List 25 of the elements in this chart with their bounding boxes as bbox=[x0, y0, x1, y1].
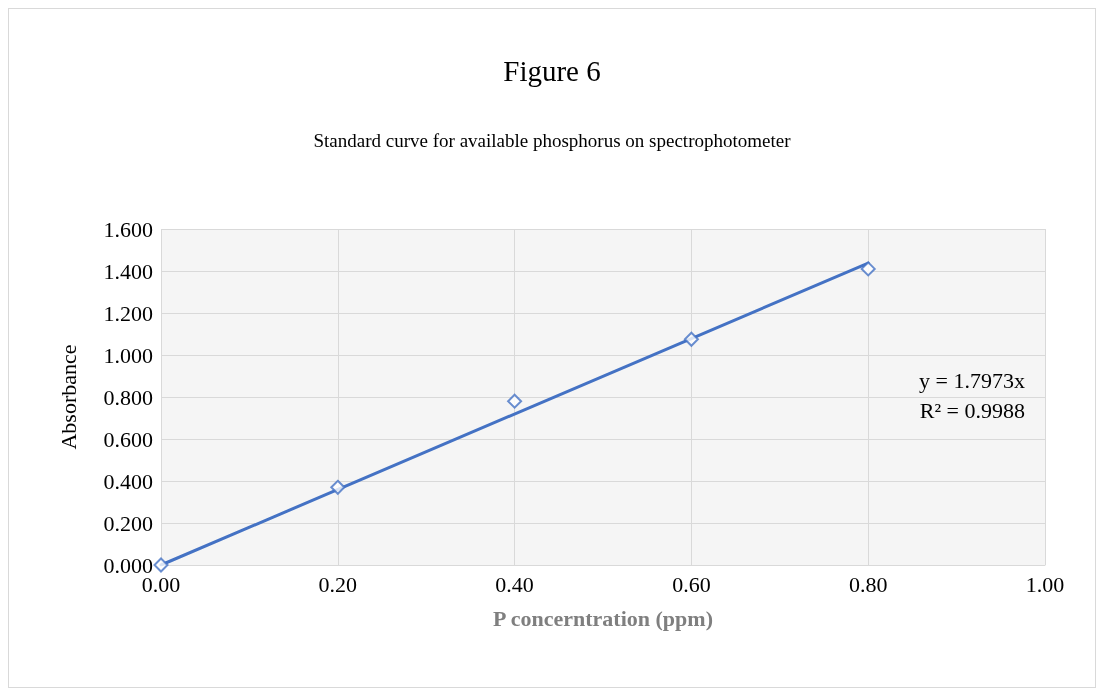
y-tick-label: 1.600 bbox=[103, 216, 153, 242]
x-tick-label: 0.80 bbox=[848, 571, 888, 597]
annotation: y = 1.7973x bbox=[919, 367, 1026, 393]
chart-title: Figure 6 bbox=[503, 54, 601, 87]
point bbox=[683, 331, 699, 347]
y-tick-label: 0.000 bbox=[103, 552, 153, 578]
x-tick-label: 0.40 bbox=[495, 571, 534, 597]
x-tick-label: 1.00 bbox=[1025, 571, 1065, 597]
point bbox=[860, 261, 876, 277]
y-tick-label: 1.200 bbox=[103, 300, 153, 326]
y-tick-label: 0.600 bbox=[103, 426, 153, 452]
annotation: R² = 0.9988 bbox=[919, 397, 1026, 423]
x-tick-label: 0.60 bbox=[672, 571, 711, 597]
y-tick-label: 0.400 bbox=[103, 468, 153, 494]
x-axis-title: P concerntration (ppm) bbox=[493, 605, 713, 631]
y-tick-label: 1.400 bbox=[103, 258, 153, 284]
point bbox=[507, 393, 523, 409]
y-tick-label: 1.000 bbox=[103, 342, 153, 368]
y-axis-title: Absorbance bbox=[55, 344, 81, 450]
point bbox=[330, 479, 346, 495]
y-tick-label: 0.800 bbox=[103, 384, 153, 410]
y-tick-label: 0.200 bbox=[103, 510, 153, 536]
x-tick-label: 0.20 bbox=[318, 571, 358, 597]
point bbox=[153, 557, 169, 573]
chart-subtitle: Standard curve for available phosphorus on spectrophotometer bbox=[313, 130, 792, 151]
